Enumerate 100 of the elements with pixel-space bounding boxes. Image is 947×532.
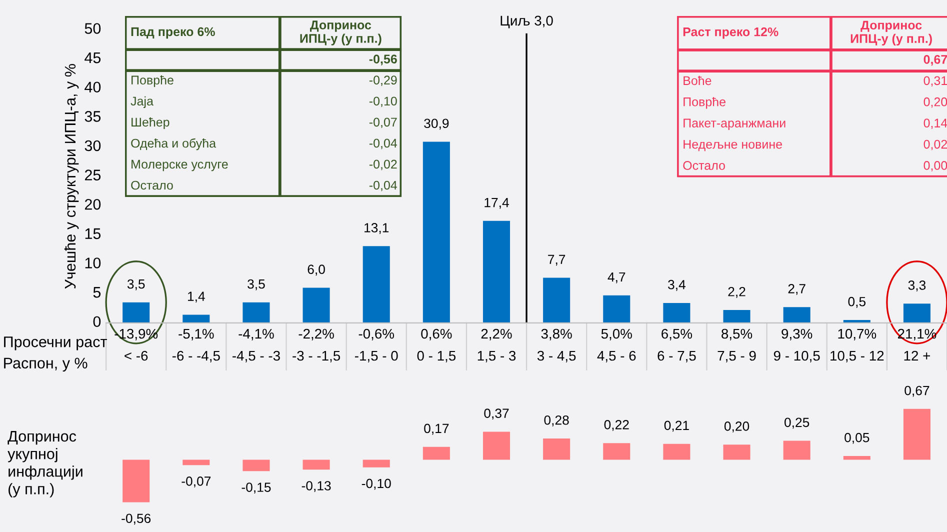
text: Раст преко 12% — [683, 27, 778, 39]
bar — [723, 310, 750, 323]
text: Просечни раст — [4, 336, 107, 350]
bar — [122, 302, 150, 323]
x-tick-label: 2,2% 1,5 - 3 — [478, 328, 516, 362]
bar — [242, 460, 270, 472]
category-label: Јаја — [130, 96, 154, 108]
x-tick-label: 6,5% 6 - 7,5 — [658, 328, 696, 362]
bar — [543, 438, 570, 460]
data-label: 0,37 — [484, 408, 509, 420]
data-label: 7,7 — [548, 254, 566, 266]
x-tick-label: 5,0% 4,5 - 6 — [597, 328, 636, 362]
bar — [302, 460, 330, 470]
category-label: Пакет-аранжмани — [684, 118, 786, 130]
bar — [903, 304, 930, 323]
bar — [242, 302, 270, 323]
text: 0,00 — [924, 161, 947, 172]
data-label: 0,17 — [424, 424, 449, 435]
category-label: Остало — [131, 180, 173, 190]
bar — [543, 278, 570, 323]
category-label: Молерске услуге — [132, 160, 228, 172]
data-label: -0,56 — [122, 514, 151, 525]
bar — [603, 295, 630, 323]
data-label: 2,7 — [788, 284, 806, 295]
text: 0,67 — [924, 55, 947, 66]
text: Распон, у % — [4, 358, 88, 372]
bar — [182, 460, 210, 466]
y-tick-label: 45 — [84, 52, 101, 64]
text: Допринос ИПЦ-у (у п.п.) — [850, 20, 932, 46]
data-label: 1,4 — [188, 292, 205, 303]
text: 0,31 — [924, 76, 947, 87]
x-tick-label: -5,1% -6 - -4,5 — [172, 328, 220, 362]
data-label: -0,13 — [302, 481, 331, 492]
data-label: -0,15 — [242, 482, 271, 494]
category-label: Остало — [683, 161, 725, 170]
x-tick-label: 8,5% 7,5 - 9 — [718, 328, 756, 362]
bar — [482, 432, 510, 460]
data-label: -0,10 — [362, 478, 391, 490]
y-tick-label: 25 — [84, 170, 101, 180]
text: -0,10 — [369, 96, 397, 108]
data-label: 0,25 — [784, 418, 810, 429]
text: -0,02 — [369, 160, 397, 170]
y-tick-label: 0 — [93, 316, 101, 328]
data-label: 3,5 — [248, 279, 265, 290]
bar — [122, 460, 150, 502]
x-tick-label: 10,7% 10,5 - 12 — [830, 328, 884, 362]
bar — [783, 440, 810, 460]
x-tick-label: 0,6% 0 - 1,5 — [417, 328, 456, 362]
data-label: 0,22 — [604, 420, 629, 431]
bar — [182, 314, 210, 323]
data-label: 4,7 — [608, 272, 626, 284]
bar — [783, 307, 810, 323]
text: Допринос ИПЦ-у (у п.п.) — [300, 20, 382, 46]
bar — [482, 220, 510, 323]
bar — [843, 456, 870, 460]
x-tick-label: 9,3% 9 - 10,5 — [774, 328, 820, 362]
bar — [362, 460, 390, 468]
y-tick-label: 30 — [84, 140, 101, 152]
data-label: 30,9 — [424, 118, 449, 130]
y-tick-label: 35 — [84, 111, 101, 122]
data-label: -0,07 — [182, 476, 211, 488]
text: 0,20 — [924, 97, 947, 108]
x-tick-label: 3,8% 3 - 4,5 — [537, 328, 576, 362]
bar — [663, 444, 690, 460]
text: -0,07 — [369, 118, 397, 128]
data-label: 0,05 — [844, 432, 870, 444]
bar — [302, 288, 330, 323]
y-tick-label: 40 — [84, 82, 101, 93]
data-label: 3,3 — [908, 280, 926, 292]
category-label: Поврће — [132, 75, 174, 87]
category-label: Недељне новине — [684, 140, 782, 152]
x-tick-label: -4,1% -4,5 - -3 — [232, 328, 280, 362]
y-axis-title: Учешће у структури ИПЦ-а, у % — [64, 64, 79, 289]
bar — [422, 446, 450, 460]
data-label: 2,2 — [728, 286, 746, 298]
data-label: 3,5 — [127, 279, 145, 290]
data-label: 0,67 — [904, 386, 930, 397]
text: Пад преко 6% — [131, 27, 215, 39]
text: 0,14 — [924, 118, 947, 129]
x-tick-label: -2,2% -3 - -1,5 — [292, 328, 340, 362]
bar — [603, 443, 630, 460]
data-label: 13,1 — [364, 223, 389, 234]
data-label: 17,4 — [484, 198, 509, 209]
text: -0,04 — [369, 138, 398, 150]
text: 0,02 — [924, 140, 947, 150]
text: -0,29 — [369, 76, 397, 86]
x-tick-label: -0,6% -1,5 - 0 — [354, 328, 398, 362]
category-label: Шећер — [132, 117, 170, 130]
data-label: 3,4 — [668, 280, 686, 291]
data-label: 0,20 — [724, 422, 750, 432]
category-label: Воће — [684, 76, 712, 86]
text: -0,04 — [369, 180, 398, 192]
bar — [663, 302, 690, 323]
y-tick-label: 5 — [93, 287, 101, 298]
data-label: 0,28 — [544, 415, 569, 426]
bar — [723, 444, 750, 460]
data-label: 0,5 — [848, 296, 866, 308]
y-tick-label: 15 — [85, 228, 101, 240]
y-axis-title: Допринос укупној инфлацији (у п.п.) — [8, 431, 82, 498]
data-label: 0,21 — [664, 420, 689, 432]
